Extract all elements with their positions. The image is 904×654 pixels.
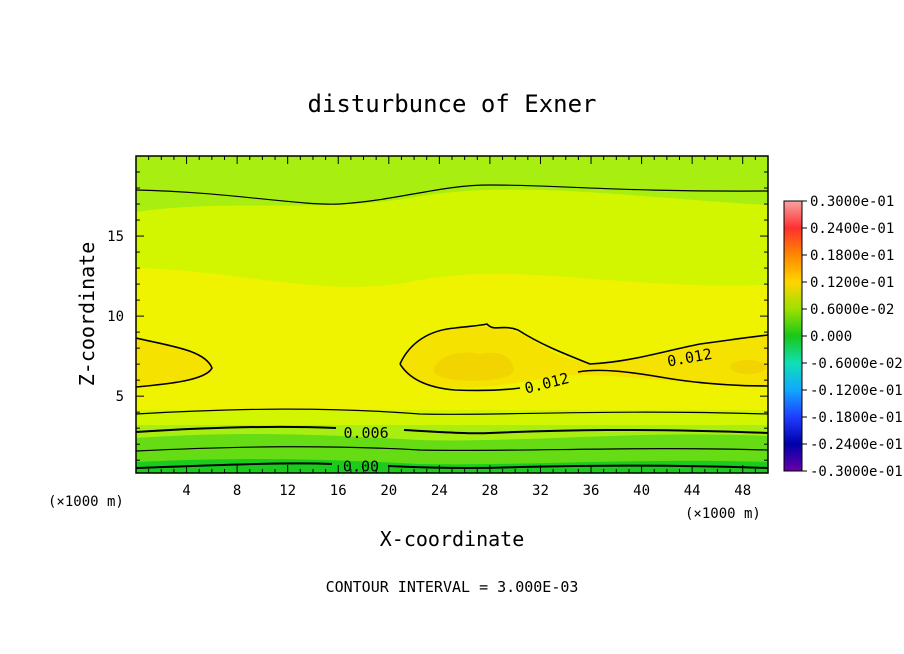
x-tick-label: 8	[233, 483, 241, 499]
colorbar-label: 0.1200e-01	[810, 275, 894, 291]
contour-line-0-009-top	[136, 184, 768, 205]
x-tick-label: 20	[380, 483, 397, 499]
x-tick-label: 40	[633, 483, 650, 499]
chart-title: disturbunce of Exner	[308, 90, 597, 118]
y-tick-label: 15	[107, 229, 124, 245]
field-blob-core	[433, 352, 514, 381]
colorbar-label: -0.1200e-01	[810, 383, 903, 399]
x-axis-ticks: 4 8 12 16 20 24 28 32 36 40 44 48	[148, 156, 756, 499]
field-blob-right	[730, 360, 766, 374]
x-tick-label: 44	[684, 483, 701, 499]
x-tick-label: 4	[182, 483, 190, 499]
y-tick-label: 10	[107, 309, 124, 325]
y-axis-label: Z-coordinate	[75, 242, 99, 387]
field-band-bottom	[136, 458, 768, 473]
colorbar-label: 0.3000e-01	[810, 194, 894, 210]
contour-line-0-012-center	[399, 323, 768, 365]
contour-line-0-012-lower	[399, 363, 768, 392]
y-axis-ticks: 5 10 15	[107, 171, 768, 461]
colorbar-label: -0.6000e-02	[810, 356, 903, 372]
x-tick-label: 36	[583, 483, 600, 499]
colorbar-label: 0.1800e-01	[810, 248, 894, 264]
colorbar-strip	[783, 200, 803, 472]
colorbar-label: -0.3000e-01	[810, 464, 903, 480]
colorbar: 0.3000e-01 0.2400e-01 0.1800e-01 0.1200e-01…	[783, 194, 903, 480]
colorbar-label: 0.2400e-01	[810, 221, 894, 237]
x-tick-label: 32	[532, 483, 549, 499]
x-tick-label: 28	[481, 483, 498, 499]
colorbar-label: -0.1800e-01	[810, 410, 903, 426]
y-tick-label: 5	[116, 389, 124, 405]
x-tick-label: 24	[431, 483, 448, 499]
x-unit-left: (×1000 m)	[48, 494, 124, 510]
field-blob-left	[136, 338, 212, 386]
contour-field	[136, 156, 768, 473]
colorbar-label: 0.6000e-02	[810, 302, 894, 318]
colorbar-labels: 0.3000e-01 0.2400e-01 0.1800e-01 0.1200e-01…	[802, 194, 903, 480]
contour-line-0-012-left	[136, 337, 213, 388]
x-tick-label: 48	[734, 483, 751, 499]
colorbar-label: 0.000	[810, 329, 852, 345]
colorbar-label: -0.2400e-01	[810, 437, 903, 453]
contour-line-0-009-low	[136, 408, 768, 415]
contour-label: 0.006	[343, 424, 388, 442]
contour-line-0-006	[136, 425, 768, 435]
x-unit-right: (×1000 m)	[685, 506, 761, 522]
x-tick-label: 16	[330, 483, 347, 499]
x-axis-label: X-coordinate	[380, 527, 525, 551]
contour-line-0-003	[136, 446, 768, 452]
contour-interval-note: CONTOUR INTERVAL = 3.000E-03	[326, 578, 579, 596]
contour-line-0-000	[136, 462, 768, 470]
contour-label: 0.00	[343, 458, 379, 476]
x-tick-label: 12	[279, 483, 296, 499]
